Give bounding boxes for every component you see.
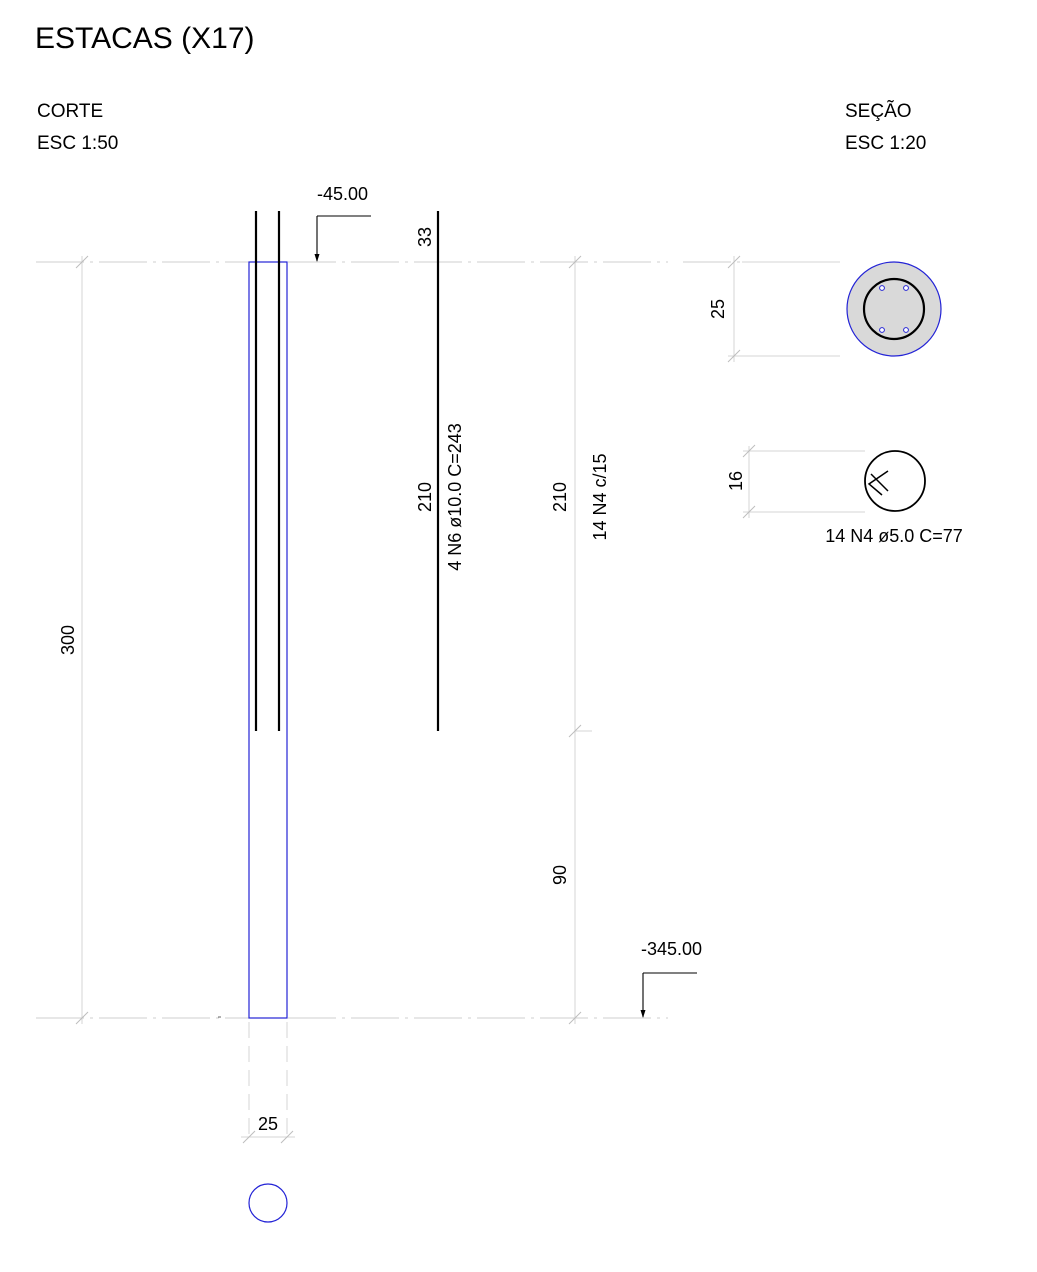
total-length-dimension <box>75 255 89 1025</box>
stirrup-zone-dimension <box>568 255 592 1025</box>
stirrup-spacing-label: 14 N4 c/15 <box>590 453 610 540</box>
top-level-marker <box>314 215 371 262</box>
total-length-label: 300 <box>58 625 78 655</box>
section-rebar-dot <box>879 327 885 333</box>
stirrup-label: 14 N4 ø5.0 C=77 <box>825 526 963 546</box>
longitudinal-bar-label: 4 N6 ø10.0 C=243 <box>445 423 465 571</box>
bar-top-extension-label: 33 <box>415 227 435 247</box>
stirrup-diameter-dimension <box>742 444 865 519</box>
top-level-label: -45.00 <box>317 184 368 204</box>
pile-elevation-outline <box>248 261 288 1019</box>
drawing-title: ESTACAS (X17) <box>35 22 255 55</box>
pile-diameter-dimension <box>241 1130 295 1144</box>
pile-diameter-label: 25 <box>258 1114 278 1134</box>
stirrup-detail <box>864 450 926 512</box>
section-diameter-dimension <box>727 255 741 363</box>
section-rebar-dot <box>903 327 909 333</box>
secao-label: SEÇÃO <box>845 100 912 122</box>
stirrup-zone-length-label: 210 <box>550 482 570 512</box>
lower-zone-length-label: 90 <box>550 865 570 885</box>
bar-length-label: 210 <box>415 482 435 512</box>
pile-cross-section <box>846 261 942 357</box>
bottom-level-marker <box>640 972 697 1018</box>
section-stirrup-ring <box>862 277 926 341</box>
corte-scale: ESC 1:50 <box>37 133 118 154</box>
pile-plan-circle <box>248 1183 288 1223</box>
corte-label: CORTE <box>37 101 103 122</box>
secao-scale: ESC 1:20 <box>845 133 926 154</box>
section-diameter-label: 25 <box>708 299 728 319</box>
bottom-level-label: -345.00 <box>641 939 702 959</box>
section-rebar-dot <box>879 285 885 291</box>
section-rebar-dot <box>903 285 909 291</box>
stirrup-diameter-label: 16 <box>726 471 746 491</box>
